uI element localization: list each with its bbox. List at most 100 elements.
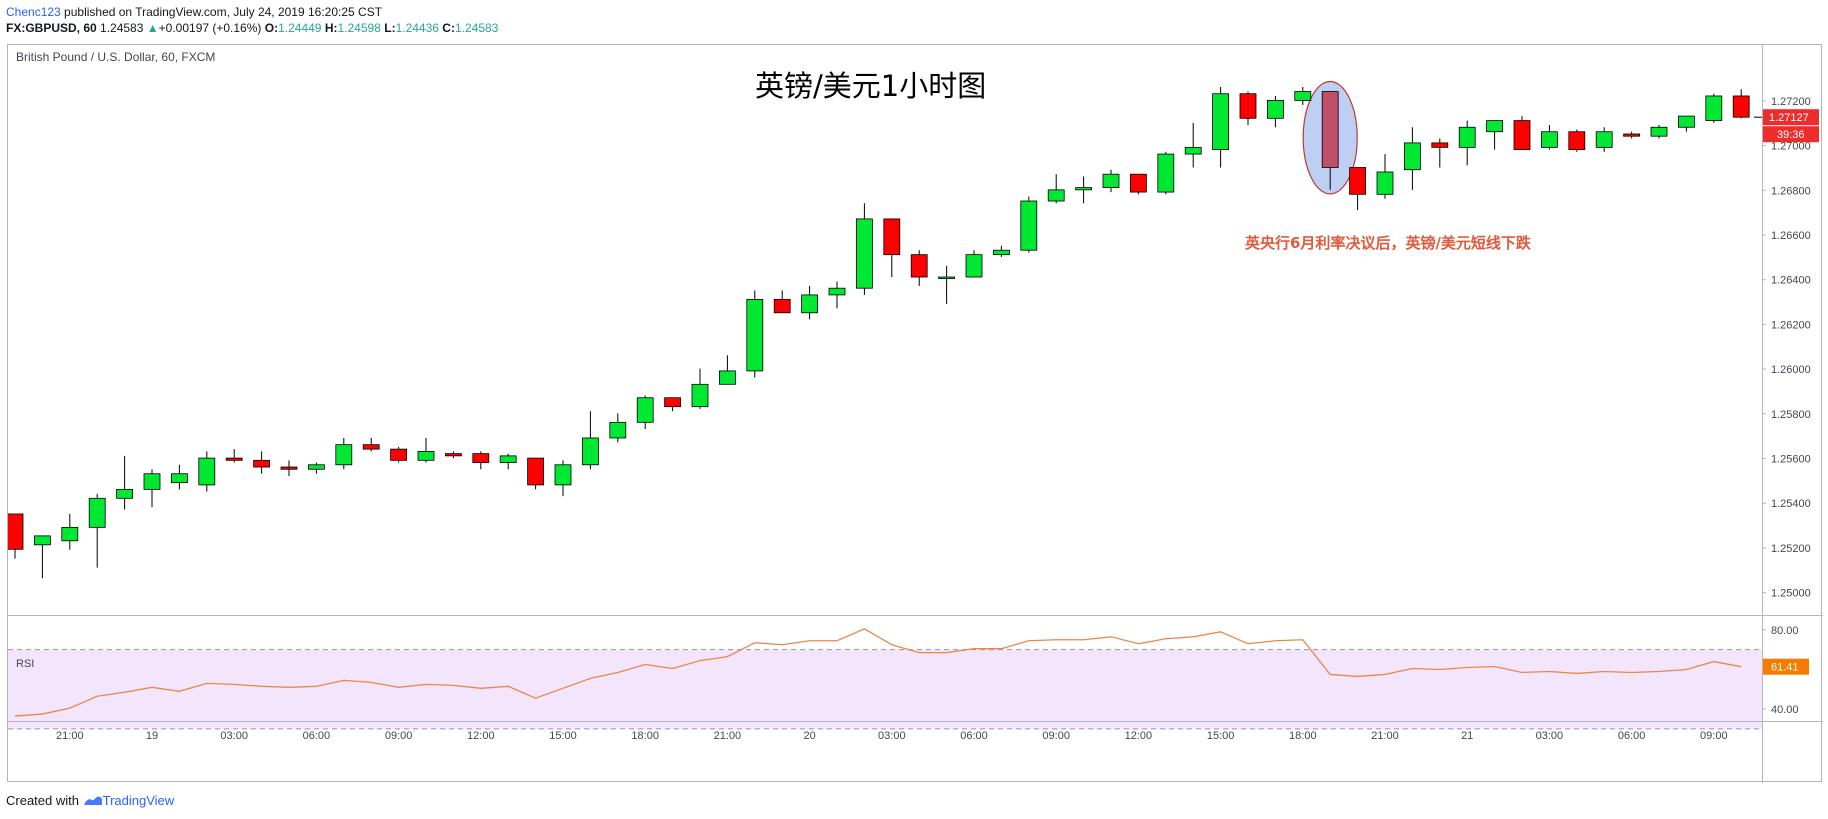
candle-body	[582, 437, 599, 466]
open-label: O:	[264, 21, 279, 35]
candle-body	[910, 254, 928, 278]
candle-body	[527, 457, 544, 486]
change-arrow-icon: ▲	[146, 21, 159, 35]
candle-body	[1486, 120, 1503, 133]
candle-body	[253, 459, 271, 468]
price-tick-label: 1.26200	[1771, 319, 1811, 331]
candle-body	[1239, 93, 1257, 119]
candle-body	[170, 473, 188, 484]
price-tick-label: 1.26800	[1771, 185, 1811, 197]
rsi-tick-label: 80.00	[1771, 625, 1799, 637]
price-tick-label: 1.27200	[1771, 96, 1811, 108]
author-link[interactable]: Chenc123	[6, 5, 61, 19]
tradingview-brand-link[interactable]: TradingView	[102, 793, 175, 808]
rsi-value-tag-label: 61.41	[1771, 662, 1799, 674]
candle-body	[1732, 95, 1750, 118]
price-tick-label: 1.25000	[1771, 588, 1811, 600]
candle-body	[1102, 173, 1120, 189]
candle-body	[1294, 91, 1312, 101]
close-label: C:	[442, 21, 455, 35]
candle-body	[609, 421, 627, 439]
candle-body	[1431, 142, 1449, 148]
candle-body	[362, 444, 380, 450]
candle-body	[33, 535, 51, 546]
candle-body	[417, 450, 435, 461]
candle-body	[1541, 131, 1558, 148]
time-tick-label: 18:00	[631, 730, 659, 742]
candle-body	[1075, 187, 1092, 191]
ohlc-line: FX:GBPUSD, 60 1.24583 ▲+0.00197 (+0.16%)…	[6, 20, 498, 36]
time-tick-label: 09:00	[1700, 730, 1728, 742]
candle-body	[1513, 120, 1531, 151]
time-tick-label: 21:00	[1371, 730, 1399, 742]
rsi-value-tag	[1763, 658, 1809, 675]
symbol-label: FX:GBPUSD, 60	[6, 21, 97, 35]
time-tick-label: 15:00	[1207, 730, 1235, 742]
high-value: 1.24598	[337, 21, 381, 35]
tradingview-logo-icon	[83, 796, 102, 805]
candle-body	[143, 473, 161, 490]
time-tick-label: 03:00	[878, 730, 906, 742]
candle-body	[938, 276, 955, 279]
created-with-label: Created with	[6, 793, 79, 808]
time-tick-label: 03:00	[1536, 730, 1564, 742]
candle-body	[390, 448, 408, 461]
price-tick-label: 1.27000	[1771, 141, 1811, 153]
candle-body	[444, 453, 462, 457]
candle-body	[1267, 100, 1284, 119]
candle-body	[472, 453, 490, 463]
candle-body	[1321, 91, 1339, 168]
time-tick-label: 21:00	[56, 730, 84, 742]
candle-body	[1157, 153, 1175, 193]
candle-body	[1184, 146, 1202, 155]
candle-body	[554, 464, 572, 486]
candle-body	[1376, 171, 1394, 195]
rsi-label: RSI	[16, 658, 34, 670]
instrument-label: British Pound / U.S. Dollar, 60, FXCM	[16, 50, 215, 64]
time-tick-label: 21	[1461, 730, 1473, 742]
time-tick-label: 06:00	[303, 730, 331, 742]
price-tick-label: 1.25600	[1771, 454, 1811, 466]
candle-body	[773, 298, 791, 314]
time-tick-label: 20	[803, 730, 815, 742]
time-tick-label: 19	[146, 730, 158, 742]
candle-body	[198, 457, 216, 486]
time-tick-label: 09:00	[1042, 730, 1070, 742]
candle-body	[1404, 142, 1421, 171]
candle-body	[828, 287, 846, 296]
candle-body	[691, 383, 709, 408]
price-tick-label: 1.25400	[1771, 498, 1811, 510]
last-price-tag-label: 1.27127	[1769, 112, 1809, 124]
low-value: 1.24436	[395, 21, 439, 35]
candle-body	[1212, 93, 1229, 151]
time-tick-label: 18:00	[1289, 730, 1317, 742]
last-price-tag	[1763, 109, 1819, 126]
price-tick-label: 1.25800	[1771, 409, 1811, 421]
candle-body	[1678, 115, 1695, 128]
candle-body	[1349, 167, 1366, 195]
time-tick-label: 06:00	[960, 730, 988, 742]
publish-line: Chenc123 published on TradingView.com, J…	[6, 4, 498, 20]
time-tick-label: 03:00	[220, 730, 248, 742]
candle-body	[307, 464, 325, 470]
candle-body	[801, 294, 818, 314]
candle-body	[499, 455, 517, 463]
time-tick-label: 21:00	[714, 730, 742, 742]
last-price: 1.24583	[100, 21, 144, 35]
chart-canvas[interactable]: 1.25000 1.25200 1.25400 1.25600 1.25800 1.260…	[8, 45, 1823, 783]
candle-body	[965, 254, 983, 278]
chart-header: Chenc123 published on TradingView.com, J…	[6, 4, 498, 36]
price-tick-label: 1.25200	[1771, 543, 1811, 555]
time-tick-label: 12:00	[467, 730, 495, 742]
publish-info: published on TradingView.com, July 24, 2…	[60, 5, 383, 19]
low-label: L:	[384, 21, 396, 35]
time-tick-label: 09:00	[385, 730, 413, 742]
candle-body	[61, 526, 79, 542]
candle-body	[746, 298, 764, 372]
time-tick-label: 12:00	[1125, 730, 1153, 742]
change-value: +0.00197 (+0.16%)	[158, 21, 262, 35]
chart-frame[interactable]: 1.25000 1.25200 1.25400 1.25600 1.25800 1.260…	[7, 44, 1823, 783]
candle-body	[664, 397, 681, 408]
countdown-tag	[1763, 126, 1819, 143]
chart-annotation: 英央行6月利率决议后，英镑/美元短线下跌	[1245, 234, 1532, 252]
